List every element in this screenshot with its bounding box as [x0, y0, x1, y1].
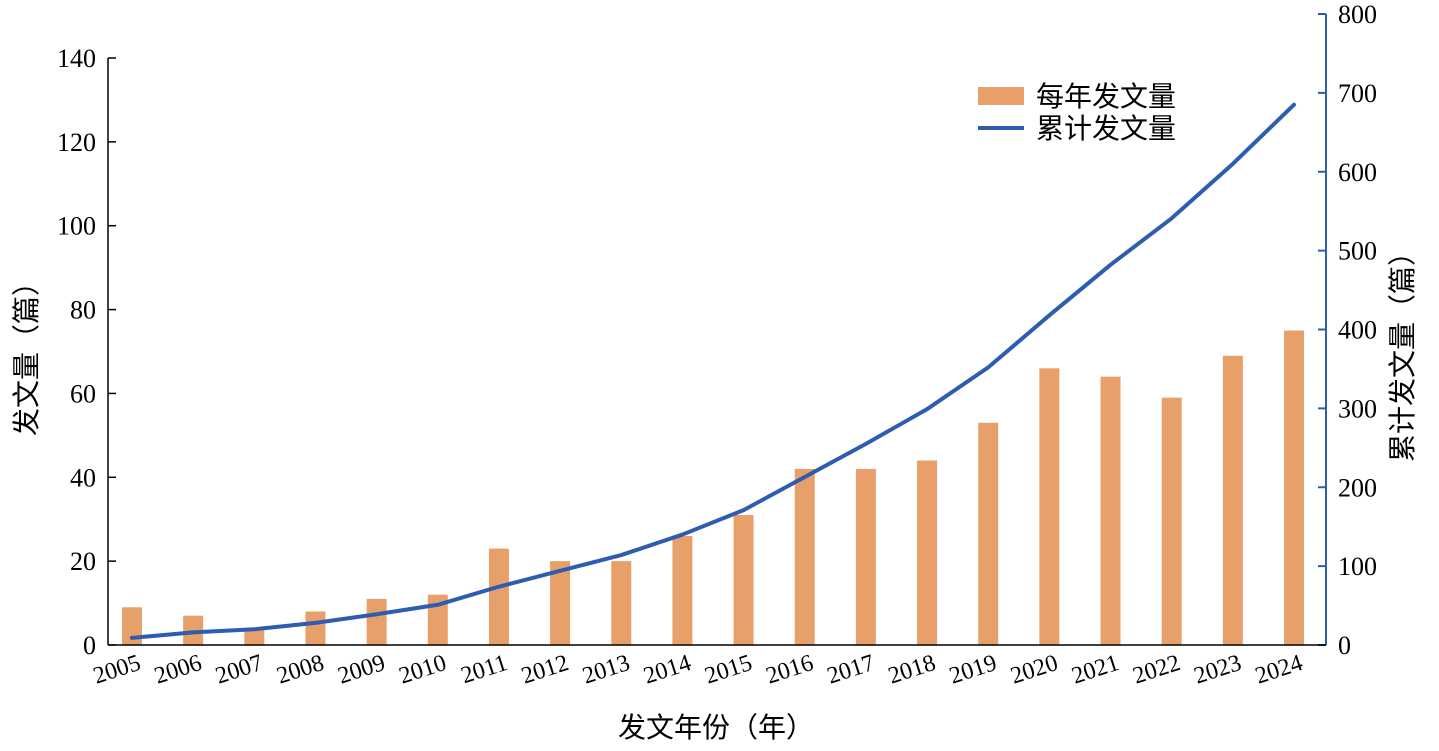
bar	[611, 561, 632, 645]
bar	[855, 468, 876, 645]
x-tick-label: 2020	[1008, 650, 1062, 690]
line-series-cumulative	[130, 102, 1296, 640]
right-tick-label: 500	[1338, 237, 1377, 266]
left-axis-title: 发文量（篇）	[11, 268, 43, 436]
x-tick-label: 2021	[1069, 650, 1123, 690]
x-tick-label: 2019	[946, 650, 1000, 690]
legend-label-bar: 每年发文量	[1036, 81, 1176, 113]
bar-series-yearly	[122, 330, 1304, 645]
x-tick-label: 2024	[1252, 650, 1306, 690]
x-tick-label: 2017	[824, 650, 878, 690]
x-axis: 2005 2006 2007 2008 2009 2010 2011 2012 2013 2014…	[90, 644, 1326, 690]
cumulative-line	[130, 102, 1296, 640]
left-tick-label: 140	[57, 44, 96, 73]
right-y-axis: 0 100 200 300 400 500 600 700 800	[1318, 0, 1377, 660]
bar	[978, 422, 999, 645]
bar	[488, 548, 509, 645]
right-tick-label: 200	[1338, 473, 1377, 502]
x-tick-label: 2006	[151, 650, 205, 690]
bar	[794, 468, 815, 645]
x-tick-label: 2018	[885, 650, 939, 690]
left-tick-label: 40	[70, 463, 96, 492]
x-tick-label: 2009	[335, 650, 389, 690]
x-tick-label: 2007	[212, 650, 266, 690]
bar	[305, 611, 326, 645]
bar	[366, 598, 387, 645]
left-tick-label: 60	[70, 379, 96, 408]
left-tick-label: 20	[70, 547, 96, 576]
x-tick-label: 2022	[1130, 650, 1184, 690]
bar	[550, 561, 571, 645]
x-tick-label: 2013	[579, 650, 633, 690]
legend-swatch-bar	[978, 87, 1024, 105]
right-tick-label: 300	[1338, 394, 1377, 423]
legend-label-line: 累计发文量	[1036, 113, 1176, 145]
bar	[672, 535, 693, 645]
right-tick-label: 800	[1338, 0, 1377, 29]
right-axis-title: 累计发文量（篇）	[1387, 238, 1419, 462]
bar	[1222, 355, 1243, 645]
x-tick-label: 2023	[1191, 650, 1245, 690]
bar	[1039, 368, 1060, 645]
right-tick-label: 700	[1338, 79, 1377, 108]
left-tick-label: 0	[83, 631, 96, 660]
left-tick-label: 120	[57, 128, 96, 157]
right-tick-label: 600	[1338, 158, 1377, 187]
bar	[1284, 330, 1304, 645]
x-tick-label: 2010	[396, 650, 450, 690]
right-tick-label: 400	[1338, 316, 1377, 345]
bar	[1100, 376, 1121, 645]
x-tick-label: 2012	[518, 650, 572, 690]
x-tick-label: 2014	[641, 650, 695, 690]
x-tick-label: 2011	[458, 650, 511, 689]
bar	[183, 615, 204, 645]
x-axis-title: 发文年份（年）	[618, 712, 814, 744]
x-tick-label: 2005	[90, 650, 144, 690]
x-tick-label: 2008	[274, 650, 328, 690]
legend: 每年发文量 累计发文量	[978, 81, 1176, 145]
right-tick-label: 100	[1338, 552, 1377, 581]
bar	[1161, 397, 1182, 645]
left-y-axis: 0 20 40 60 80 100 120 140	[57, 44, 116, 660]
x-tick-label: 2016	[763, 650, 817, 690]
bar	[733, 515, 754, 645]
bar	[244, 628, 265, 645]
bar	[917, 460, 938, 645]
left-tick-label: 100	[57, 212, 96, 241]
right-tick-label: 0	[1338, 631, 1351, 660]
x-tick-label: 2015	[702, 650, 756, 690]
left-tick-label: 80	[70, 296, 96, 325]
